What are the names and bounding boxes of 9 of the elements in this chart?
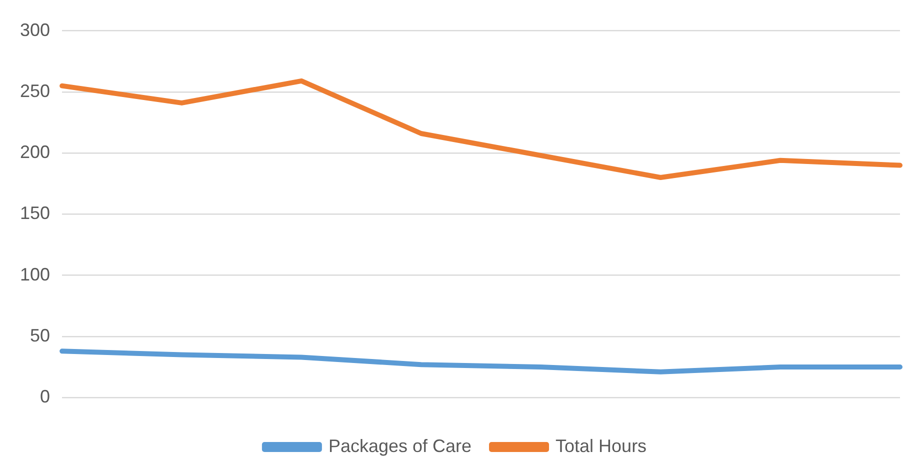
y-tick-label: 300 xyxy=(20,20,50,40)
y-tick-label: 250 xyxy=(20,80,50,101)
y-tick-label: 0 xyxy=(40,386,50,407)
legend-label: Total Hours xyxy=(556,436,647,456)
y-tick-label: 150 xyxy=(20,203,50,224)
y-tick-label: 200 xyxy=(20,142,50,162)
legend-label: Packages of Care xyxy=(328,436,472,456)
y-tick-label: 50 xyxy=(30,325,50,346)
y-tick-label: 100 xyxy=(20,264,50,284)
